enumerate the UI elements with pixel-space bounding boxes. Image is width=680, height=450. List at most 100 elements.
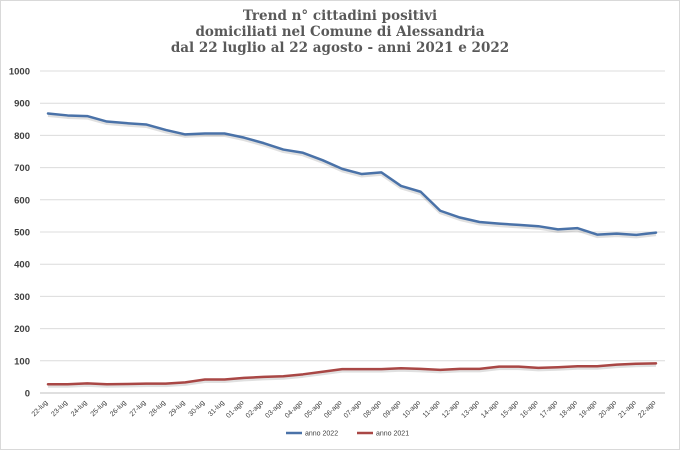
legend-label-1: anno 2022: [305, 431, 338, 438]
x-tick-label-09-ago: 09-ago: [382, 399, 402, 419]
series-2-point-2: [86, 382, 88, 384]
series-1-point-19: [419, 191, 421, 193]
y-tick-label-1000: 1000: [9, 67, 30, 78]
series-1-point-27: [576, 227, 578, 229]
x-tick-label-29-lug: 29-lug: [168, 399, 187, 418]
series-1-point-2: [86, 115, 88, 117]
x-tick-label-27-lug: 27-lug: [129, 399, 148, 418]
x-axis-ticks: 22-lug 23-lug 24-lug 25-lug 26-lug 27-lug 28-l…: [31, 399, 658, 419]
x-tick-label-02-ago: 02-ago: [245, 399, 265, 419]
series-1-point-24: [518, 224, 520, 226]
series-shadow-1: [47, 114, 657, 239]
y-tick-label-600: 600: [14, 195, 30, 206]
series-2-point-16: [361, 368, 363, 370]
legend-label-2: anno 2021: [376, 431, 409, 438]
x-tick-label-13-ago: 13-ago: [461, 399, 481, 419]
series-2-point-12: [282, 375, 284, 377]
series-2-point-30: [635, 362, 637, 364]
y-tick-label-700: 700: [14, 163, 30, 174]
series-1-point-17: [380, 171, 382, 173]
x-tick-label-07-ago: 07-ago: [343, 399, 363, 419]
x-tick-label-11-ago: 11-ago: [422, 399, 442, 419]
series-2-point-22: [478, 368, 480, 370]
gridlines: [40, 70, 665, 394]
chart-title-line-3: dal 22 luglio al 22 agosto - anni 2021 e…: [170, 40, 510, 56]
series-1-point-14: [321, 159, 323, 161]
series-1-point-1: [66, 114, 68, 116]
series-1-point-18: [400, 185, 402, 187]
x-tick-label-16-ago: 16-ago: [519, 399, 539, 419]
series-2-point-27: [576, 365, 578, 367]
x-tick-label-18-ago: 18-ago: [559, 399, 579, 419]
series-1-point-15: [341, 168, 343, 170]
series-2-point-3: [106, 383, 108, 385]
series-2-point-23: [498, 365, 500, 367]
x-tick-label-21-ago: 21-ago: [617, 399, 637, 419]
series-1-point-30: [635, 234, 637, 236]
series-1-point-25: [537, 225, 539, 227]
series-1-point-28: [596, 233, 598, 235]
series-2-point-28: [596, 365, 598, 367]
x-tick-label-10-ago: 10-ago: [402, 399, 422, 419]
x-tick-label-17-ago: 17-ago: [539, 399, 559, 419]
x-tick-label-25-lug: 25-lug: [90, 399, 109, 418]
y-tick-label-100: 100: [14, 356, 30, 367]
series-2-point-8: [204, 378, 206, 380]
series-2-point-0: [47, 383, 49, 385]
series-1-point-7: [184, 133, 186, 135]
series-1-point-20: [439, 210, 441, 212]
y-tick-label-0: 0: [25, 389, 30, 400]
x-tick-label-03-ago: 03-ago: [264, 399, 284, 419]
series-2-point-19: [419, 368, 421, 370]
chart-title-line-2: domiciliati nel Comune di Alessandria: [195, 24, 485, 40]
y-tick-label-400: 400: [14, 260, 30, 271]
chart-title: Trend n° cittadini positivi domiciliati …: [0, 8, 680, 56]
series-2-point-20: [439, 369, 441, 371]
x-tick-label-12-ago: 12-ago: [441, 399, 461, 419]
series-1-point-12: [282, 148, 284, 150]
series-1-point-16: [361, 173, 363, 175]
series-1-point-26: [557, 228, 559, 230]
series-1-point-8: [204, 132, 206, 134]
y-tick-label-500: 500: [14, 228, 30, 239]
series-lines: [46, 112, 658, 388]
series-2-point-24: [518, 365, 520, 367]
series-2-point-26: [557, 366, 559, 368]
series-1-point-21: [459, 216, 461, 218]
x-tick-label-30-lug: 30-lug: [188, 399, 207, 418]
y-axis-ticks: 0 100 200 300 400 500 600 700 800 900 1000: [9, 67, 30, 400]
x-tick-label-23-lug: 23-lug: [50, 399, 69, 418]
series-2-point-10: [243, 377, 245, 379]
series-2-point-13: [302, 373, 304, 375]
x-tick-label-01-ago: 01-ago: [225, 399, 245, 419]
series-1-point-0: [47, 112, 49, 114]
series-1-point-5: [145, 123, 147, 125]
x-tick-label-15-ago: 15-ago: [500, 399, 520, 419]
series-shadow-2: [48, 363, 657, 388]
x-tick-label-26-lug: 26-lug: [109, 399, 128, 418]
y-tick-label-800: 800: [14, 131, 30, 142]
series-2-point-17: [380, 368, 382, 370]
series-1-point-23: [498, 222, 500, 224]
series-2-point-18: [400, 367, 402, 369]
x-tick-label-06-ago: 06-ago: [323, 399, 343, 419]
x-tick-label-08-ago: 08-ago: [362, 399, 382, 419]
series-1-point-29: [616, 232, 618, 234]
x-tick-label-22-lug: 22-lug: [31, 399, 50, 418]
x-tick-label-31-lug: 31-lug: [207, 399, 226, 418]
series-line-2: [46, 362, 658, 386]
series-2-point-1: [66, 383, 68, 385]
series-1-point-3: [106, 120, 108, 122]
series-2-point-7: [184, 381, 186, 383]
series-2-point-31: [655, 362, 657, 364]
series-2-point-29: [616, 363, 618, 365]
y-tick-label-900: 900: [14, 99, 30, 110]
y-tick-label-200: 200: [14, 324, 30, 335]
series-1-point-9: [223, 132, 225, 134]
series-1-point-13: [302, 152, 304, 154]
series-1-point-10: [243, 136, 245, 138]
x-tick-label-24-lug: 24-lug: [70, 399, 89, 418]
x-tick-label-22-ago: 22-ago: [637, 399, 657, 419]
y-tick-label-300: 300: [14, 292, 30, 303]
